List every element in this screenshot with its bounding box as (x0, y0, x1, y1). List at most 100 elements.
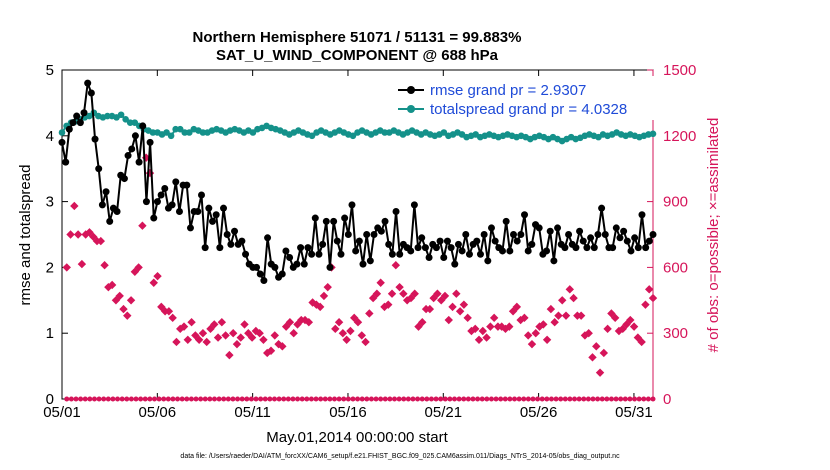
obs-assimilated-point (232, 339, 242, 349)
obs-possible-point (461, 396, 467, 402)
obs-assimilated-point (115, 291, 124, 301)
rmse-point (311, 214, 319, 222)
rmse-point (304, 244, 312, 252)
obs-possible-point (142, 396, 148, 402)
rmse-point (594, 231, 602, 238)
obs-possible-point (151, 396, 157, 402)
obs-assimilated-point (565, 285, 574, 294)
rmse-point (333, 237, 341, 245)
obs-assimilated-point (100, 261, 109, 270)
chart-title-line1: Northern Hemisphere 51071 / 51131 = 99.8… (193, 29, 522, 46)
rmse-point (627, 247, 635, 255)
rmse-point (128, 145, 136, 153)
obs-assimilated-point (648, 293, 658, 303)
obs-possible-point (539, 396, 545, 402)
rmse-point (436, 237, 444, 245)
obs-assimilated-point (486, 322, 495, 331)
legend-spread-marker (407, 105, 415, 113)
obs-possible-point (516, 396, 522, 402)
rmse-point (385, 240, 393, 248)
obs-possible-point (211, 396, 217, 402)
rmse-point (205, 204, 213, 212)
obs-possible-point (595, 396, 601, 402)
obs-assimilated-point (323, 282, 332, 292)
rmse-point (256, 270, 264, 278)
obs-assimilated-point (399, 289, 408, 298)
rmse-point (286, 254, 294, 262)
obs-possible-point (378, 396, 384, 402)
obs-possible-point (359, 396, 365, 402)
rmse-point (502, 217, 510, 225)
rmse-point (260, 277, 268, 285)
rmse-point (352, 247, 360, 255)
y-right-tick-label: 900 (663, 194, 688, 211)
obs-assimilated-point (266, 346, 276, 355)
obs-assimilated-point (459, 300, 469, 309)
obs-possible-point (419, 396, 425, 402)
obs-assimilated-point (85, 228, 94, 237)
obs-possible-point (82, 396, 88, 402)
spread-point (85, 112, 93, 120)
obs-assimilated-point (236, 333, 245, 342)
spread-point (149, 129, 157, 136)
rmse-point (462, 231, 470, 238)
obs-possible-point (225, 396, 231, 402)
obs-possible-point (281, 396, 287, 402)
spread-point (440, 129, 448, 136)
obs-assimilated-point (523, 331, 533, 340)
obs-possible-point (341, 396, 347, 402)
obs-possible-point (562, 396, 568, 402)
obs-possible-point (313, 396, 319, 402)
rmse-point (231, 227, 239, 235)
spread-point (199, 129, 207, 136)
obs-assimilated-point (202, 337, 211, 347)
y-left-tick-label: 5 (46, 62, 54, 79)
spread-point (181, 129, 189, 136)
rmse-point (69, 119, 77, 127)
obs-possible-point (479, 396, 485, 402)
obs-assimilated-point (198, 329, 208, 338)
obs-assimilated-point (73, 230, 83, 239)
obs-possible-point (295, 396, 301, 402)
obs-possible-point (493, 396, 499, 402)
obs-possible-point (488, 396, 494, 402)
rmse-point (65, 125, 73, 133)
obs-possible-point (193, 396, 199, 402)
obs-possible-point (91, 396, 97, 402)
obs-possible-point (327, 396, 333, 402)
obs-assimilated-point (194, 335, 204, 344)
obs-possible-point (202, 396, 208, 402)
obs-assimilated-point (395, 282, 404, 292)
obs-possible-point (415, 396, 421, 402)
obs-possible-point (456, 396, 462, 402)
obs-assimilated-point (187, 318, 196, 327)
obs-possible-point (636, 396, 642, 402)
rmse-point (84, 79, 92, 87)
spread-point (349, 132, 357, 140)
obs-assimilated-point (334, 318, 344, 327)
obs-possible-point (308, 396, 314, 402)
y-left-tick-label: 2 (46, 259, 54, 276)
spread-point (381, 129, 389, 136)
rmse-point (410, 201, 418, 209)
obs-assimilated-point (554, 311, 563, 320)
chart-title-line2: SAT_U_WIND_COMPONENT @ 688 hPa (216, 47, 499, 64)
spread-point (126, 119, 134, 126)
obs-assimilated-point (629, 322, 639, 331)
rmse-point (572, 244, 580, 252)
rmse-point (418, 234, 426, 242)
rmse-point (238, 237, 246, 245)
obs-assimilated-point (542, 335, 552, 344)
spread-point (122, 116, 129, 123)
obs-assimilated-point (213, 333, 223, 342)
rmse-point (576, 227, 584, 235)
obs-assimilated-point (471, 324, 480, 334)
obs-assimilated-point (569, 293, 578, 303)
obs-assimilated-point (584, 329, 593, 338)
obs-possible-point (525, 396, 531, 402)
obs-assimilated-point (342, 335, 351, 344)
obs-assimilated-point (474, 335, 484, 344)
rmse-point (535, 224, 543, 232)
obs-possible-point (410, 396, 416, 402)
